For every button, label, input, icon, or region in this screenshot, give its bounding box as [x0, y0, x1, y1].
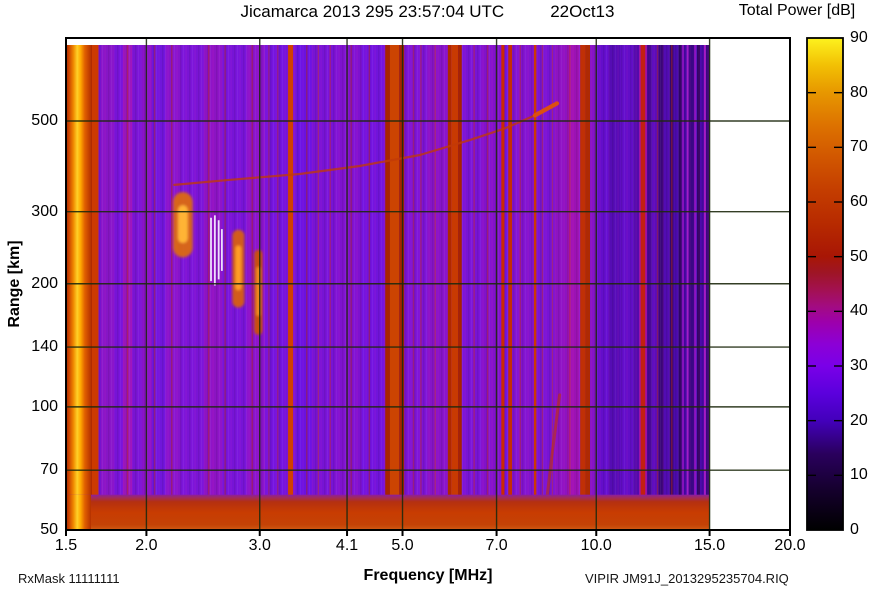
y-tick-label: 50 — [40, 521, 58, 538]
colorbar-tick-label: 0 — [850, 521, 859, 538]
x-tick-label: 1.5 — [54, 537, 78, 554]
y-tick-label: 200 — [31, 274, 58, 292]
colorbar-title: Total Power [dB] — [738, 2, 856, 19]
x-tick-label: 2.0 — [135, 537, 158, 554]
y-tick-label: 70 — [40, 461, 58, 479]
colorbar-tick-label: 30 — [850, 357, 868, 374]
file-id-label: VIPIR JM91J_2013295235704.RIQ — [585, 571, 789, 586]
y-tick-label: 300 — [31, 202, 58, 220]
x-tick-label: 5.0 — [391, 537, 414, 554]
y-tick-label: 100 — [31, 397, 58, 415]
colorbar-tick-label: 70 — [850, 138, 868, 156]
figure-title: Jicamarca 2013 295 23:57:04 UTC 22Oct13 — [65, 2, 790, 22]
rx-mask-label: RxMask 11111111 — [18, 571, 120, 586]
x-axis-label: Frequency [MHz] — [363, 567, 493, 584]
x-tick-label: 7.0 — [485, 537, 508, 554]
title-date: 22Oct13 — [550, 2, 615, 21]
x-tick-label: 10.0 — [580, 537, 612, 554]
colorbar-tick-label: 50 — [850, 247, 868, 265]
x-tick-label: 3.0 — [248, 537, 271, 554]
y-tick-label: 140 — [31, 338, 58, 356]
y-tick-label: 500 — [31, 112, 58, 129]
colorbar-tick-label: 10 — [850, 466, 868, 484]
x-tick-label: 15.0 — [694, 537, 726, 554]
colorbar-tick-label: 90 — [850, 29, 868, 46]
x-tick-label: 20.0 — [774, 537, 806, 554]
colorbar-tick-label: 40 — [850, 302, 868, 320]
colorbar-tick-label: 20 — [850, 411, 868, 429]
colorbar-tick-label: 60 — [850, 193, 868, 210]
x-tick-label: 4.1 — [335, 537, 359, 554]
title-text: Jicamarca 2013 295 23:57:04 UTC — [240, 2, 505, 21]
colorbar-tick-label: 80 — [850, 83, 868, 101]
